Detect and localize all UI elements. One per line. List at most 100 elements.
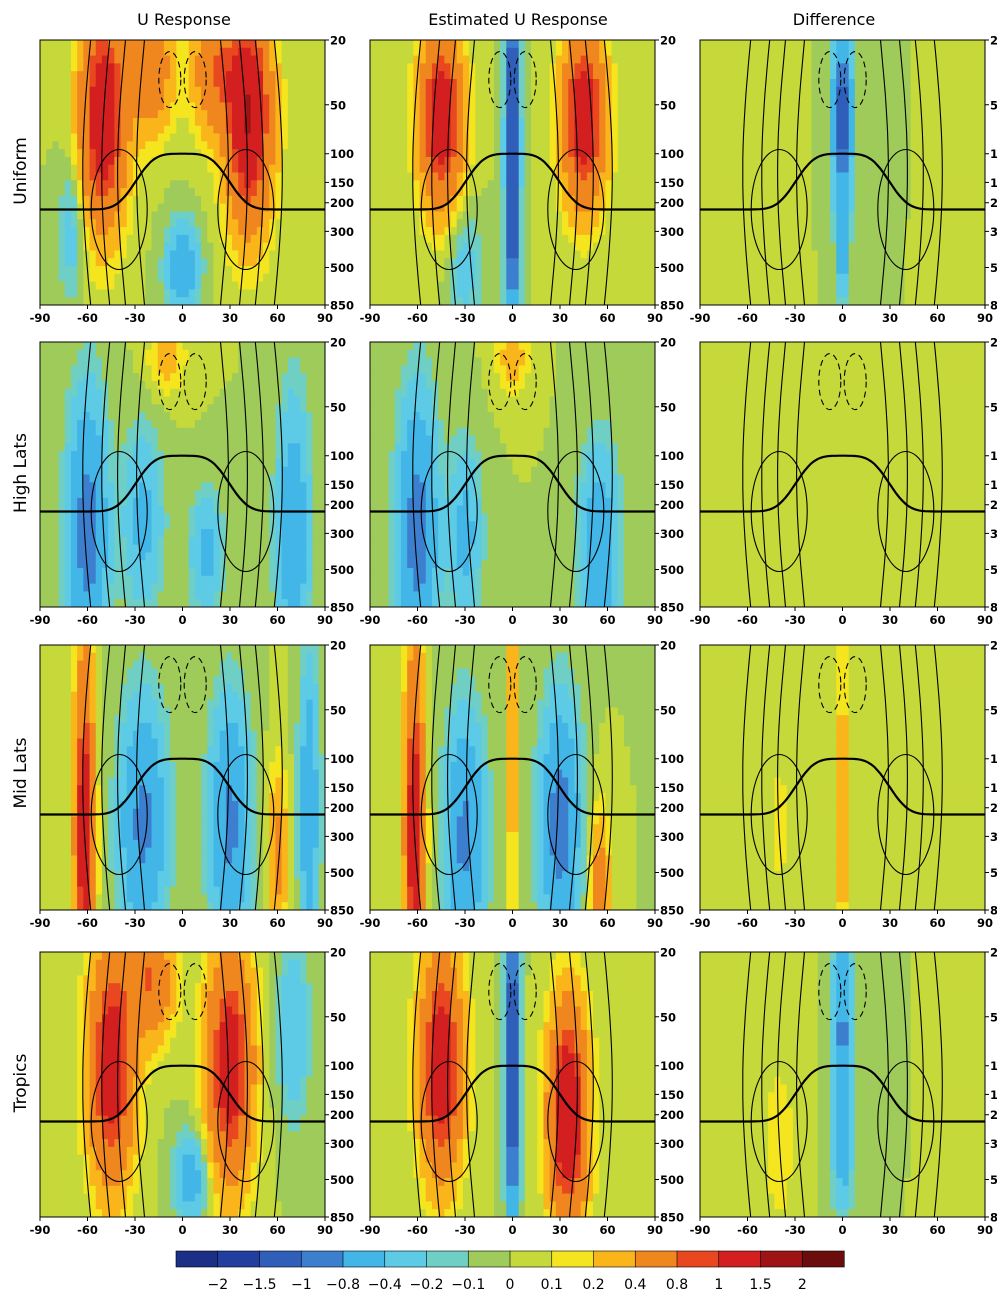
heatmap-cell xyxy=(978,273,985,283)
heatmap-cell xyxy=(811,211,819,220)
heatmap-cell xyxy=(543,133,551,142)
heatmap-cell xyxy=(176,78,184,88)
heatmap-cell xyxy=(743,250,751,259)
heatmap-cell xyxy=(263,289,270,298)
heatmap-cell xyxy=(52,227,60,236)
heatmap-cell xyxy=(761,219,769,228)
heatmap-cell xyxy=(83,110,91,119)
heatmap-cell xyxy=(287,289,295,298)
heatmap-cell xyxy=(966,47,974,57)
heatmap-cell xyxy=(493,133,501,142)
heatmap-cell xyxy=(761,94,769,103)
heatmap-cell xyxy=(737,242,744,252)
heatmap-cell xyxy=(89,281,97,291)
heatmap-cell xyxy=(425,47,433,57)
heatmap-cell xyxy=(935,94,943,103)
heatmap-cell xyxy=(799,297,806,305)
heatmap-cell xyxy=(648,86,655,96)
heatmap-cell xyxy=(817,227,825,236)
y-tick-label: 500 xyxy=(990,261,997,275)
heatmap-cell xyxy=(549,289,557,298)
heatmap-cell xyxy=(306,86,314,96)
heatmap-cell xyxy=(978,219,985,228)
heatmap-cell xyxy=(194,40,202,49)
heatmap-cell xyxy=(475,289,483,298)
heatmap-cell xyxy=(58,164,66,174)
heatmap-cell xyxy=(413,102,421,111)
y-tick-label: 150 xyxy=(330,176,354,190)
x-tick-label: -30 xyxy=(125,311,146,325)
heatmap-cell xyxy=(394,195,402,205)
heatmap-cell xyxy=(419,297,427,305)
heatmap-cell xyxy=(972,102,980,111)
heatmap-cell xyxy=(910,219,918,228)
heatmap-cell xyxy=(879,188,887,197)
heatmap-cell xyxy=(444,40,452,49)
heatmap-cell xyxy=(910,141,918,150)
heatmap-cell xyxy=(780,141,788,150)
heatmap-cell xyxy=(139,234,146,244)
easterly-contour xyxy=(158,51,182,109)
heatmap-cell xyxy=(388,55,396,64)
heatmap-cell xyxy=(605,211,613,220)
heatmap-cell xyxy=(842,234,850,244)
heatmap-cell xyxy=(176,63,184,72)
heatmap-cell xyxy=(512,172,520,181)
heatmap-cell xyxy=(376,117,383,127)
heatmap-cell xyxy=(120,133,128,142)
heatmap-cell xyxy=(413,156,421,166)
heatmap-cell xyxy=(842,133,850,142)
heatmap-cell xyxy=(64,219,72,228)
heatmap-cell xyxy=(617,78,625,88)
heatmap-cell xyxy=(388,195,396,205)
heatmap-cell xyxy=(207,227,215,236)
heatmap-cell xyxy=(40,380,47,390)
heatmap-cell xyxy=(954,149,961,158)
heatmap-cell xyxy=(774,94,782,103)
heatmap-cell xyxy=(786,94,794,103)
heatmap-cell xyxy=(275,117,283,127)
heatmap-cell xyxy=(306,110,314,119)
heatmap-cell xyxy=(287,117,295,127)
heatmap-cell xyxy=(70,86,78,96)
heatmap-cell xyxy=(761,149,769,158)
heatmap-cell xyxy=(481,63,489,72)
heatmap-cell xyxy=(456,227,464,236)
heatmap-cell xyxy=(836,133,844,142)
heatmap-cell xyxy=(543,78,551,88)
heatmap-cell xyxy=(531,180,538,189)
heatmap-cell xyxy=(213,188,221,197)
heatmap-cell xyxy=(256,297,264,305)
heatmap-cell xyxy=(904,141,912,150)
heatmap-cell xyxy=(493,125,501,135)
heatmap-cell xyxy=(126,258,134,267)
heatmap-cell xyxy=(774,297,782,305)
heatmap-cell xyxy=(910,258,918,267)
heatmap-cell xyxy=(549,94,557,103)
heatmap-cell xyxy=(923,266,930,275)
heatmap-cell xyxy=(555,219,563,228)
heatmap-cell xyxy=(593,94,600,103)
heatmap-cell xyxy=(799,133,806,142)
heatmap-cell xyxy=(929,117,937,127)
heatmap-cell xyxy=(817,258,825,267)
heatmap-cell xyxy=(145,86,153,96)
heatmap-cell xyxy=(52,521,60,530)
heatmap-cell xyxy=(947,94,955,103)
heatmap-cell xyxy=(163,227,171,236)
heatmap-cell xyxy=(780,234,788,244)
heatmap-cell xyxy=(456,102,464,111)
heatmap-cell xyxy=(972,47,980,57)
heatmap-cell xyxy=(712,289,720,298)
heatmap-cell xyxy=(114,110,122,119)
heatmap-cell xyxy=(481,195,489,205)
heatmap-cell xyxy=(730,149,738,158)
heatmap-cell xyxy=(176,125,184,135)
heatmap-cell xyxy=(531,47,538,57)
heatmap-cell xyxy=(263,266,270,275)
heatmap-cell xyxy=(312,273,320,283)
heatmap-cell xyxy=(281,110,289,119)
heatmap-cell xyxy=(947,133,955,142)
heatmap-cell xyxy=(89,242,97,252)
heatmap-cell xyxy=(836,55,844,64)
